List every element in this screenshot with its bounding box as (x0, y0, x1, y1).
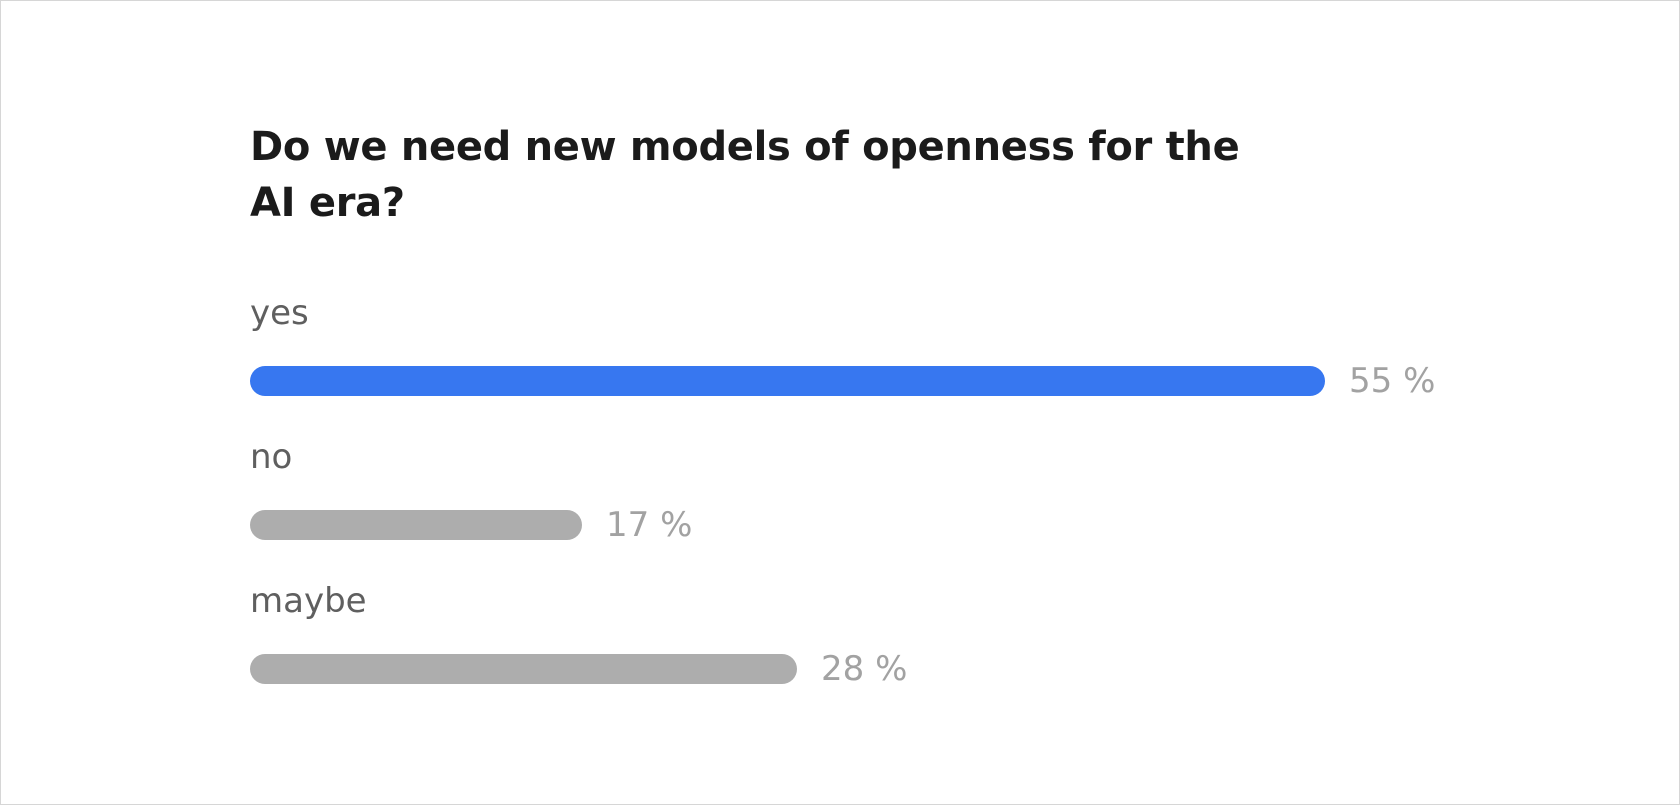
bar-no (250, 510, 582, 540)
percent-label-yes: 55 % (1349, 361, 1436, 401)
percent-label-no: 17 % (606, 505, 693, 545)
bar-track-maybe: 28 % (250, 649, 1510, 689)
poll-question: Do we need new models of openness for th… (250, 124, 1240, 226)
poll-options: yes 55 % no 17 % maybe 28 % (250, 293, 1510, 725)
bar-track-no: 17 % (250, 505, 1510, 545)
poll-option-maybe: maybe 28 % (250, 581, 1510, 725)
percent-label-maybe: 28 % (821, 649, 908, 689)
bar-yes (250, 366, 1325, 396)
poll-option-no: no 17 % (250, 437, 1510, 581)
poll-results: Do we need new models of openness for th… (250, 119, 1510, 725)
poll-option-yes: yes 55 % (250, 293, 1510, 437)
bar-maybe (250, 654, 797, 684)
option-label-maybe: maybe (250, 581, 367, 621)
bar-track-yes: 55 % (250, 361, 1510, 401)
option-label-no: no (250, 437, 293, 477)
option-label-yes: yes (250, 293, 309, 333)
